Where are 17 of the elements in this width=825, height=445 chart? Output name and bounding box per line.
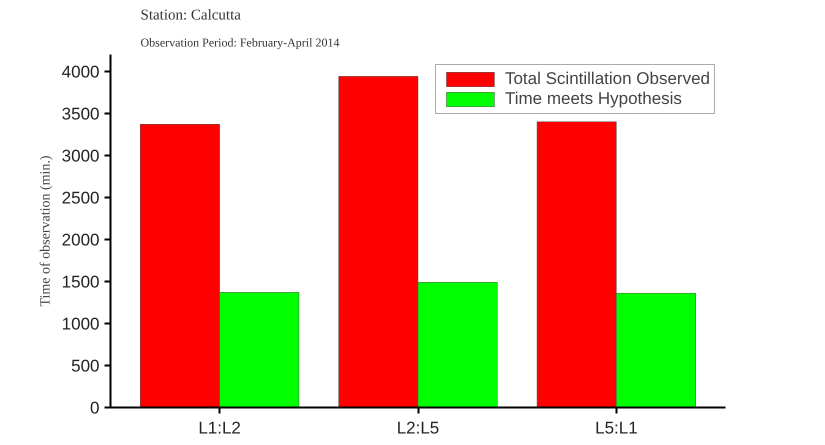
legend-label: Total Scintillation Observed: [504, 69, 710, 89]
x-tick-label: L2:L5: [396, 418, 440, 438]
y-tick-label: 500: [71, 356, 100, 376]
x-tick-label: L1:L2: [198, 418, 241, 438]
y-tick-label: 3500: [62, 104, 100, 124]
chart-subtitle: Observation Period: February-April 2014: [140, 36, 340, 50]
y-tick-label: 4000: [62, 62, 100, 82]
x-tick-label: L5:L1: [595, 418, 638, 438]
y-tick-label: 2500: [62, 188, 100, 208]
y-axis-title: Time of observation (min.): [38, 155, 54, 307]
y-tick-label: 1000: [62, 314, 100, 334]
y-tick-label: 2000: [62, 230, 100, 250]
legend-label: Time meets Hypothesis: [504, 89, 682, 109]
y-tick-label: 1500: [62, 272, 100, 292]
y-tick-label: 0: [90, 398, 100, 418]
y-tick-label: 3000: [62, 146, 100, 166]
chart-title: Station: Calcutta: [140, 8, 242, 24]
